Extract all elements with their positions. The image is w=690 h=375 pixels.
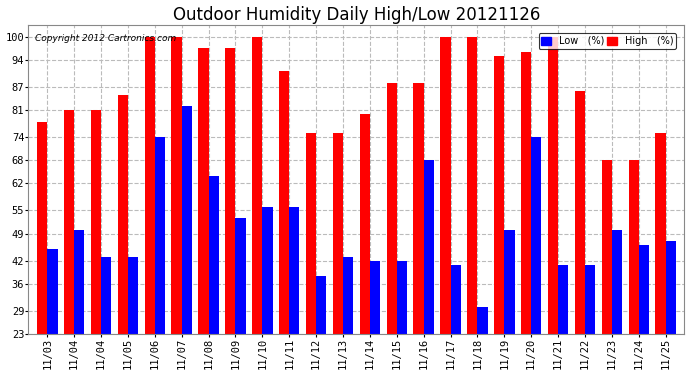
Bar [477, 307, 488, 334]
Bar [208, 176, 219, 334]
Bar [64, 110, 75, 334]
Bar [235, 218, 246, 334]
Bar [424, 160, 434, 334]
Bar [558, 264, 569, 334]
Bar [333, 133, 343, 334]
Bar [548, 37, 558, 334]
Bar [656, 133, 666, 334]
Bar [575, 91, 585, 334]
Bar [172, 37, 181, 334]
Bar [48, 249, 57, 334]
Bar [289, 207, 299, 334]
Bar [440, 37, 451, 334]
Bar [118, 94, 128, 334]
Bar [316, 276, 326, 334]
Bar [155, 137, 165, 334]
Bar [101, 257, 111, 334]
Bar [225, 48, 235, 334]
Bar [585, 264, 595, 334]
Bar [128, 257, 138, 334]
Title: Outdoor Humidity Daily High/Low 20121126: Outdoor Humidity Daily High/Low 20121126 [172, 6, 540, 24]
Bar [413, 83, 424, 334]
Bar [612, 230, 622, 334]
Bar [451, 264, 461, 334]
Bar [531, 137, 542, 334]
Bar [252, 37, 262, 334]
Bar [467, 37, 477, 334]
Bar [199, 48, 208, 334]
Bar [343, 257, 353, 334]
Bar [181, 106, 192, 334]
Text: Copyright 2012 Cartronics.com: Copyright 2012 Cartronics.com [35, 34, 176, 44]
Bar [386, 83, 397, 334]
Bar [279, 72, 289, 334]
Bar [145, 37, 155, 334]
Bar [37, 122, 48, 334]
Bar [504, 230, 515, 334]
Bar [91, 110, 101, 334]
Bar [602, 160, 612, 334]
Bar [494, 56, 504, 334]
Bar [629, 160, 639, 334]
Bar [370, 261, 380, 334]
Bar [521, 52, 531, 334]
Bar [397, 261, 407, 334]
Bar [262, 207, 273, 334]
Bar [306, 133, 316, 334]
Bar [75, 230, 84, 334]
Bar [639, 245, 649, 334]
Bar [666, 242, 676, 334]
Bar [359, 114, 370, 334]
Legend: Low   (%), High   (%): Low (%), High (%) [539, 33, 676, 49]
